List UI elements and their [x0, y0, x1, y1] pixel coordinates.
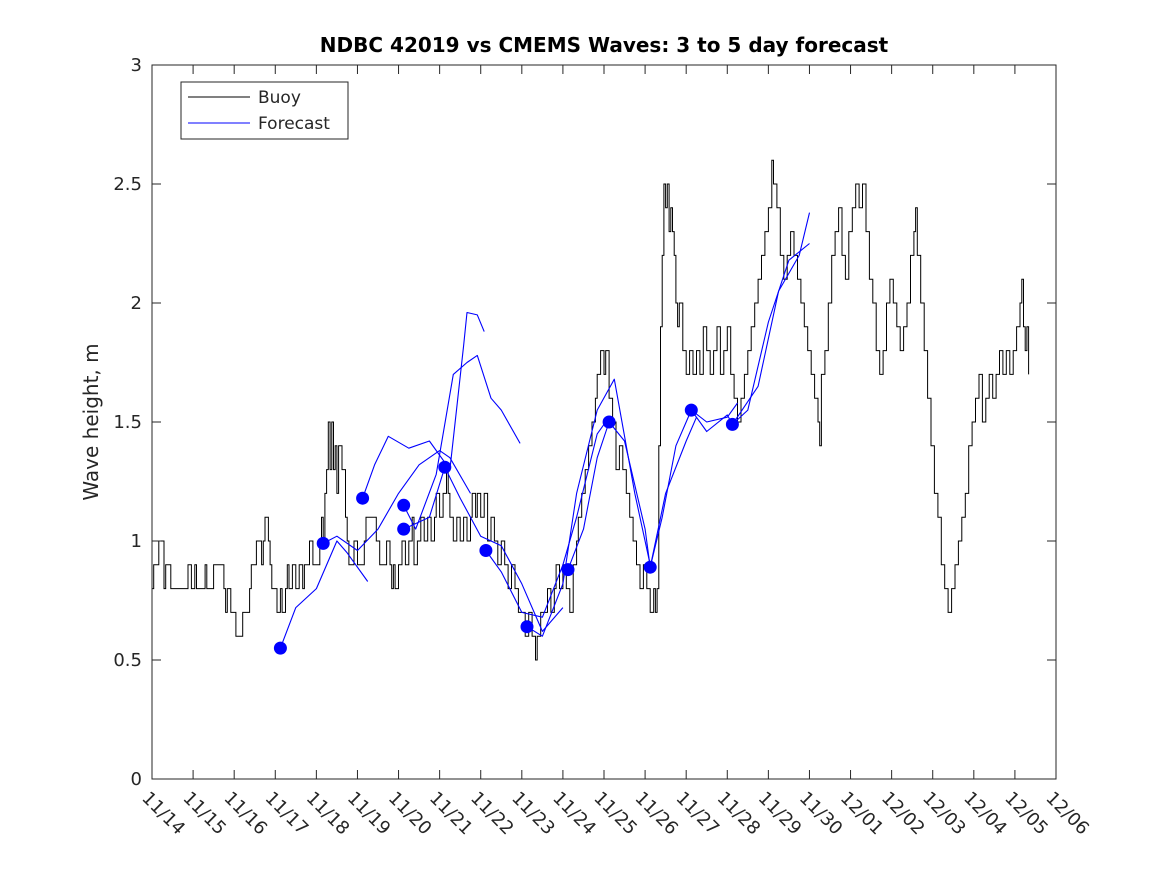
- legend-box: [180, 81, 349, 140]
- series-line-buoy: [152, 159, 1030, 661]
- series-line-forecast: [403, 354, 521, 530]
- y-axis-label: Wave height, m: [79, 343, 103, 500]
- y-tick-label: 2.5: [113, 174, 142, 195]
- series-line-forecast: [567, 416, 698, 570]
- y-tick-label: 0: [131, 769, 142, 790]
- forecast-marker: [725, 417, 739, 431]
- forecast-marker: [356, 491, 370, 505]
- chart-title: NDBC 42019 vs CMEMS Waves: 3 to 5 day fo…: [320, 33, 889, 57]
- series-line-forecast: [732, 243, 810, 425]
- y-tick-label: 0.5: [113, 650, 142, 671]
- y-tick-label: 1: [131, 531, 142, 552]
- legend-label-buoy: Buoy: [258, 88, 301, 108]
- forecast-marker: [438, 460, 452, 474]
- series-line-forecast: [279, 540, 369, 649]
- forecast-marker: [561, 563, 575, 577]
- y-tick-label: 2: [131, 293, 142, 314]
- forecast-marker: [316, 536, 330, 550]
- legend: Buoy Forecast: [180, 81, 349, 140]
- series-line-forecast: [690, 212, 811, 433]
- series-line-forecast: [322, 450, 471, 552]
- forecast-marker: [643, 560, 657, 574]
- forecast-marker: [397, 498, 411, 512]
- forecast-marker: [397, 522, 411, 536]
- series-line-forecast: [485, 416, 610, 618]
- forecast-marker: [520, 620, 534, 634]
- forecast-marker: [602, 415, 616, 429]
- y-tick-label: 1.5: [113, 412, 142, 433]
- forecast-marker: [684, 403, 698, 417]
- legend-label-forecast: Forecast: [258, 114, 330, 134]
- forecast-marker: [273, 641, 287, 655]
- y-tick-label: 3: [131, 55, 142, 76]
- series-layer: [152, 159, 1030, 661]
- forecast-marker: [479, 544, 493, 557]
- series-line-forecast: [526, 378, 651, 637]
